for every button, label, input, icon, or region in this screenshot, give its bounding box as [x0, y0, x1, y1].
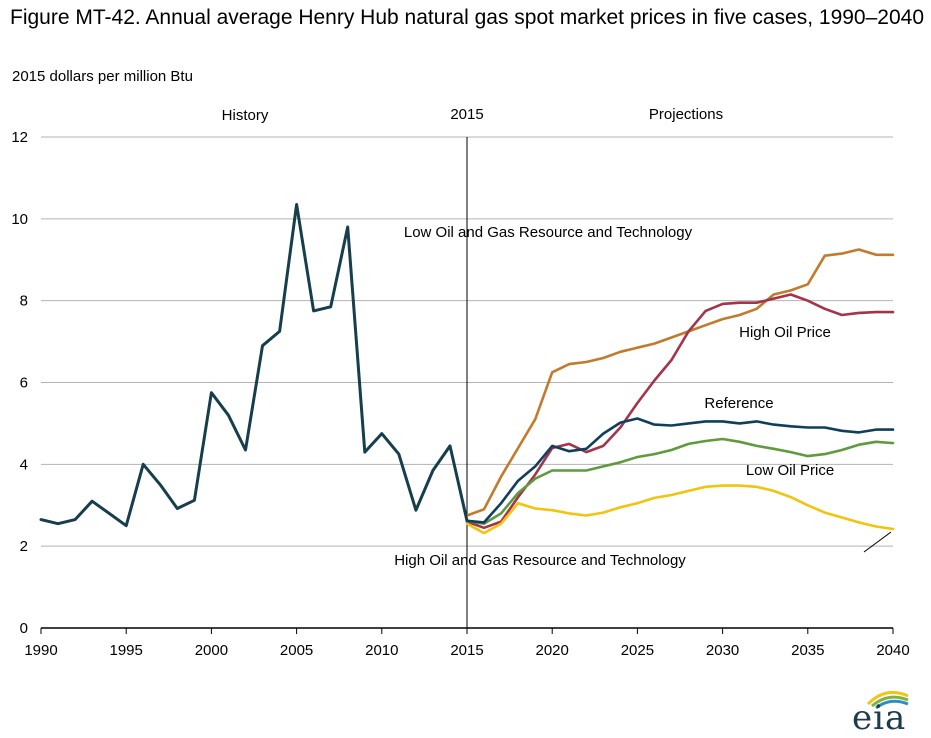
series-labels: Low Oil and Gas Resource and Technology H… [394, 224, 834, 569]
x-tick-label: 2040 [876, 642, 909, 659]
series-lines [39, 203, 895, 535]
series-label-high-oil-and-gas-resource-and-technology: High Oil and Gas Resource and Technology [394, 552, 686, 569]
x-tick-label: 2035 [791, 642, 824, 659]
series-line-low-oil-and-gas-resource-and-technology [465, 248, 895, 517]
x-tick-label: 2000 [195, 642, 228, 659]
x-tick-label: 2030 [706, 642, 739, 659]
chart-title: Figure MT-42. Annual average Henry Hub n… [10, 6, 925, 29]
eia-logo-text: eia [852, 698, 907, 738]
divider-year-annotation: 2015 [450, 106, 483, 123]
y-tick-label: 0 [20, 620, 28, 637]
series-line-low-oil-price [465, 437, 895, 526]
y-tick-label: 10 [11, 211, 28, 228]
series-label-high-oil-price: High Oil Price [739, 324, 831, 341]
series-label-low-oil-price: Low Oil Price [746, 462, 834, 479]
x-tick-label: 2015 [450, 642, 483, 659]
x-tick-label: 1995 [110, 642, 143, 659]
x-tick-label: 2025 [621, 642, 654, 659]
y-tick-label: 8 [20, 293, 28, 310]
x-tick-label: 1990 [24, 642, 57, 659]
history-annotation: History [222, 107, 269, 124]
series-line-history [39, 203, 469, 528]
y-tick-label: 12 [11, 129, 28, 146]
series-line-reference [465, 417, 895, 524]
eia-logo [838, 680, 920, 732]
x-tick-label: 2005 [280, 642, 313, 659]
series-line-high-oil-price [465, 293, 895, 530]
series-line-high-oil-and-gas-resource-and-technology [465, 484, 895, 535]
x-axis-ticks: 1990 1995 2000 2005 2010 2015 2020 2025 2030 2035… [24, 628, 910, 659]
y-tick-label: 6 [20, 375, 28, 392]
x-tick-label: 2010 [365, 642, 398, 659]
y-tick-label: 4 [20, 456, 28, 473]
projections-annotation: Projections [649, 106, 723, 123]
x-tick-label: 2020 [536, 642, 569, 659]
y-axis-ticks: 0 2 4 6 8 10 12 [11, 129, 28, 637]
series-label-reference: Reference [704, 395, 773, 412]
y-tick-label: 2 [20, 538, 28, 555]
eia-logo-arcs-icon [866, 690, 909, 710]
label-leader-line [863, 531, 892, 553]
series-label-low-oil-and-gas-resource-and-technology: Low Oil and Gas Resource and Technology [404, 224, 693, 241]
y-axis-units-label: 2015 dollars per million Btu [12, 68, 193, 85]
